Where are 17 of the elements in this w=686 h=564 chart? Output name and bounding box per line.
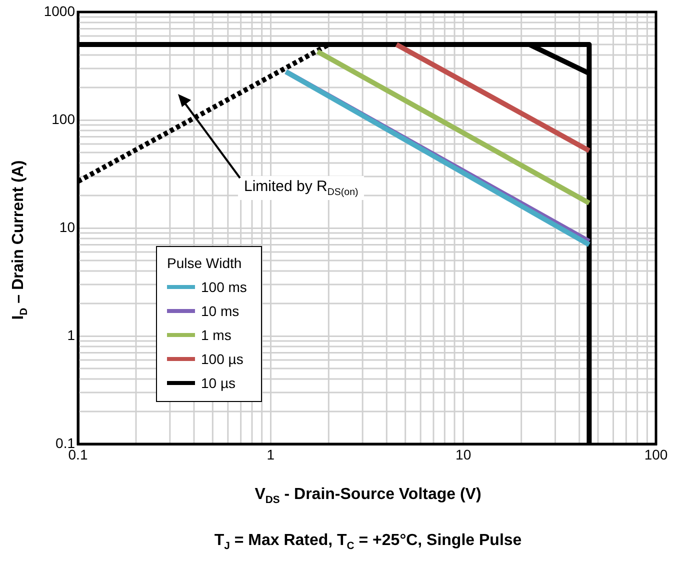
y-tick-label: 100 [52,110,76,127]
legend-label: 10 ms [201,303,240,319]
text: T$_{J}$ = Max Rated, T$_{C}$ = +25°C, Single Pulse [214,532,522,552]
y-tick-label: 10 [59,218,76,235]
y-tick-label: 1000 [44,2,76,19]
y-tick-label: 1 [67,326,76,343]
x-axis-title: V$_{DS}$ - Drain-Source Voltage (V) [254,486,482,506]
x-tick-label: 1 [266,446,275,462]
legend-title: Pulse Width [167,255,243,271]
legend-label: 10 µs [201,375,236,391]
legend-label: 1 ms [201,327,232,343]
y-tick-label: 0.1 [56,434,76,451]
annotation: Limited by R$_{DS(on)}$ [238,176,364,200]
legend-label: 100 ms [201,279,247,295]
x-tick-label: 10 [456,446,472,462]
legend-label: 100 µs [201,351,244,367]
x-tick-label: 100 [644,446,668,462]
